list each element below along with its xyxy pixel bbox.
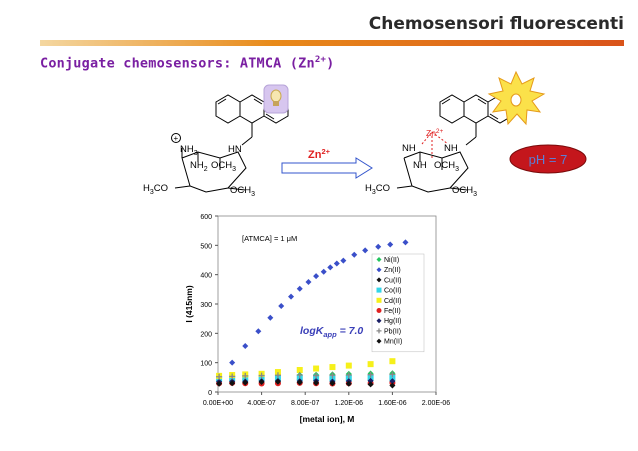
- x-tick-label: 1.60E-06: [378, 400, 407, 407]
- point-pbii: [229, 373, 236, 380]
- point-mnii: [296, 379, 303, 386]
- legend-label: Ni(II): [384, 257, 399, 264]
- legend-marker: [376, 338, 382, 344]
- point-pbii: [389, 371, 396, 378]
- point-cdii: [367, 361, 374, 368]
- point-znii: [278, 303, 285, 310]
- point-znii: [255, 328, 262, 335]
- point-znii: [375, 243, 382, 250]
- point-hgii: [367, 377, 374, 384]
- point-pbii: [242, 372, 249, 379]
- point-znii: [242, 342, 249, 349]
- point-mnii: [258, 379, 265, 386]
- legend-label: Pb(II): [384, 328, 401, 335]
- point-mnii: [389, 382, 396, 389]
- point-znii: [327, 264, 334, 271]
- x-tick-label: 0.00E+00: [203, 400, 233, 407]
- point-cdii: [389, 358, 396, 365]
- point-znii: [402, 239, 409, 246]
- x-axis-label: [metal ion], M: [300, 414, 355, 424]
- point-pbii: [274, 372, 281, 379]
- legend-marker: [376, 257, 382, 262]
- legend-marker: [376, 318, 382, 324]
- point-mnii: [242, 379, 249, 386]
- point-mnii: [345, 380, 352, 387]
- y-tick-label: 500: [200, 243, 212, 250]
- legend-label: Mn(II): [384, 339, 402, 346]
- annotation-conc: [ATMCA] = 1 μM: [242, 234, 297, 243]
- point-mnii: [313, 379, 320, 386]
- point-cdii: [274, 369, 281, 376]
- point-znii: [320, 268, 327, 275]
- point-pbii: [313, 372, 320, 379]
- point-znii: [333, 260, 340, 267]
- legend-marker: [376, 308, 382, 313]
- point-znii: [296, 285, 303, 292]
- point-coii: [389, 374, 396, 381]
- y-tick-label: 300: [200, 302, 212, 309]
- point-znii: [351, 251, 358, 258]
- legend-label: Co(II): [384, 288, 402, 295]
- legend-label: Fe(II): [384, 308, 401, 315]
- legend-marker: [376, 267, 382, 273]
- point-pbii: [296, 371, 303, 378]
- header-title: Chemosensori fluorescenti: [368, 14, 624, 34]
- y-tick-label: 600: [200, 214, 212, 221]
- annotation-logk: logKapp = 7.0: [300, 325, 363, 339]
- legend-marker: [376, 277, 382, 283]
- point-cdii: [313, 365, 320, 372]
- point-pbii: [345, 371, 352, 378]
- legend-marker: [376, 328, 382, 334]
- y-axis-label: I (415nm): [184, 285, 194, 322]
- point-pbii: [329, 372, 336, 379]
- point-znii: [362, 247, 369, 254]
- point-znii: [267, 314, 274, 321]
- slide-title: Conjugate chemosensors: ATMCA (Zn2+): [40, 55, 335, 72]
- point-znii: [229, 359, 236, 366]
- y-tick-label: 200: [200, 331, 212, 338]
- point-mnii: [274, 378, 281, 385]
- legend-marker: [376, 297, 382, 303]
- x-tick-label: 4.00E-07: [247, 400, 276, 407]
- point-cdii: [329, 364, 336, 371]
- point-mnii: [216, 380, 223, 387]
- point-cdii: [296, 367, 303, 373]
- x-tick-label: 2.00E-06: [422, 400, 451, 407]
- point-pbii: [367, 371, 374, 378]
- legend-label: Hg(II): [384, 318, 402, 325]
- point-znii: [288, 293, 295, 300]
- y-tick-label: 400: [200, 273, 212, 280]
- x-tick-label: 8.00E-07: [291, 400, 320, 407]
- point-znii: [305, 279, 312, 285]
- point-mnii: [329, 380, 336, 387]
- legend-label: Cd(II): [384, 298, 402, 305]
- legend-label: Zn(II): [384, 267, 401, 274]
- x-tick-label: 1.20E-06: [335, 400, 364, 407]
- legend-marker: [376, 287, 382, 293]
- y-tick-label: 0: [208, 390, 212, 397]
- legend-label: Cu(II): [384, 277, 402, 284]
- point-znii: [387, 241, 394, 248]
- point-pbii: [258, 372, 265, 379]
- point-znii: [313, 273, 320, 280]
- header-rule: [40, 40, 624, 46]
- point-mnii: [367, 381, 374, 388]
- point-mnii: [229, 380, 236, 387]
- point-hgii: [389, 378, 396, 385]
- point-cdii: [345, 362, 352, 369]
- y-tick-label: 100: [200, 361, 212, 368]
- point-znii: [340, 257, 347, 264]
- point-pbii: [216, 373, 223, 380]
